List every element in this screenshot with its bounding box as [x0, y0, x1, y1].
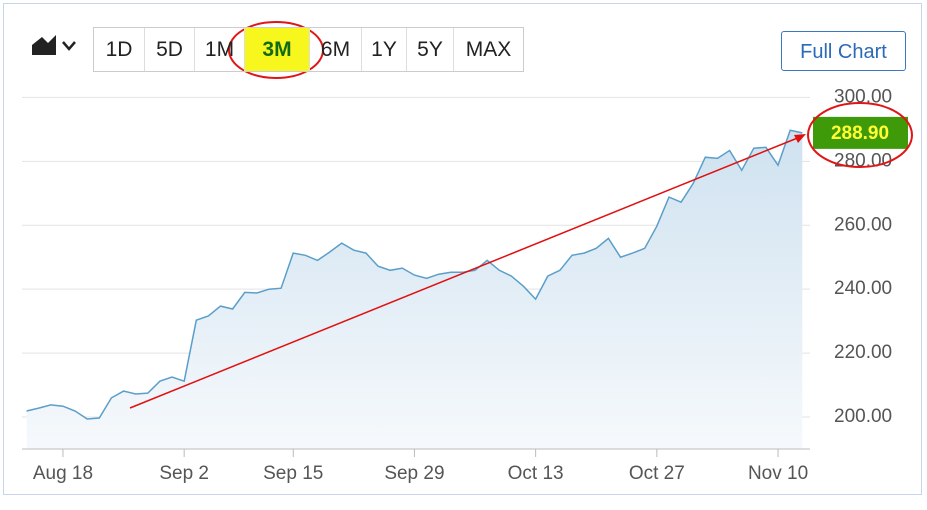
y-tick-label: 260.00 — [834, 214, 892, 235]
x-tick-label: Oct 27 — [629, 463, 685, 484]
y-tick-label: 220.00 — [834, 342, 892, 363]
full-chart-button[interactable]: Full Chart — [781, 31, 906, 71]
x-tick-label: Nov 10 — [748, 463, 808, 484]
range-button[interactable]: 1M — [194, 28, 244, 71]
y-tick-label: 200.00 — [834, 406, 892, 427]
range-bar: 1D 5D 1M 3M 6M 1Y 5Y MAX — [93, 27, 524, 72]
range-button[interactable]: 5Y — [406, 28, 453, 71]
y-tick-label: 240.00 — [834, 278, 892, 299]
range-button[interactable]: MAX — [453, 28, 523, 71]
arrow-annotation — [129, 136, 801, 409]
arrow-head — [794, 134, 806, 143]
area — [26, 130, 803, 450]
range-button[interactable]: 6M — [309, 28, 361, 71]
x-tick-label: Sep 29 — [384, 463, 444, 484]
chart-type-icon[interactable] — [32, 35, 56, 55]
y-tick-label: 280.00 — [834, 150, 892, 171]
x-tick-label: Oct 13 — [508, 463, 564, 484]
range-button[interactable]: 1Y — [361, 28, 406, 71]
range-button[interactable]: 3M — [244, 28, 309, 71]
price-tag-label: 288.90 — [831, 123, 889, 144]
y-tick-label: 300.00 — [834, 86, 892, 107]
line — [26, 129, 803, 420]
range-button[interactable]: 1D — [105, 38, 133, 61]
x-tick-label: Sep 15 — [263, 463, 323, 484]
frame — [3, 3, 922, 495]
highlight-circle — [807, 102, 913, 168]
price-tag — [813, 116, 908, 149]
highlight-circle — [228, 21, 324, 79]
range-button[interactable]: 5D — [144, 28, 194, 71]
x-tick-label: Sep 2 — [159, 463, 209, 484]
dropdown-icon[interactable] — [62, 41, 76, 51]
x-tick-label: Aug 18 — [33, 463, 93, 484]
